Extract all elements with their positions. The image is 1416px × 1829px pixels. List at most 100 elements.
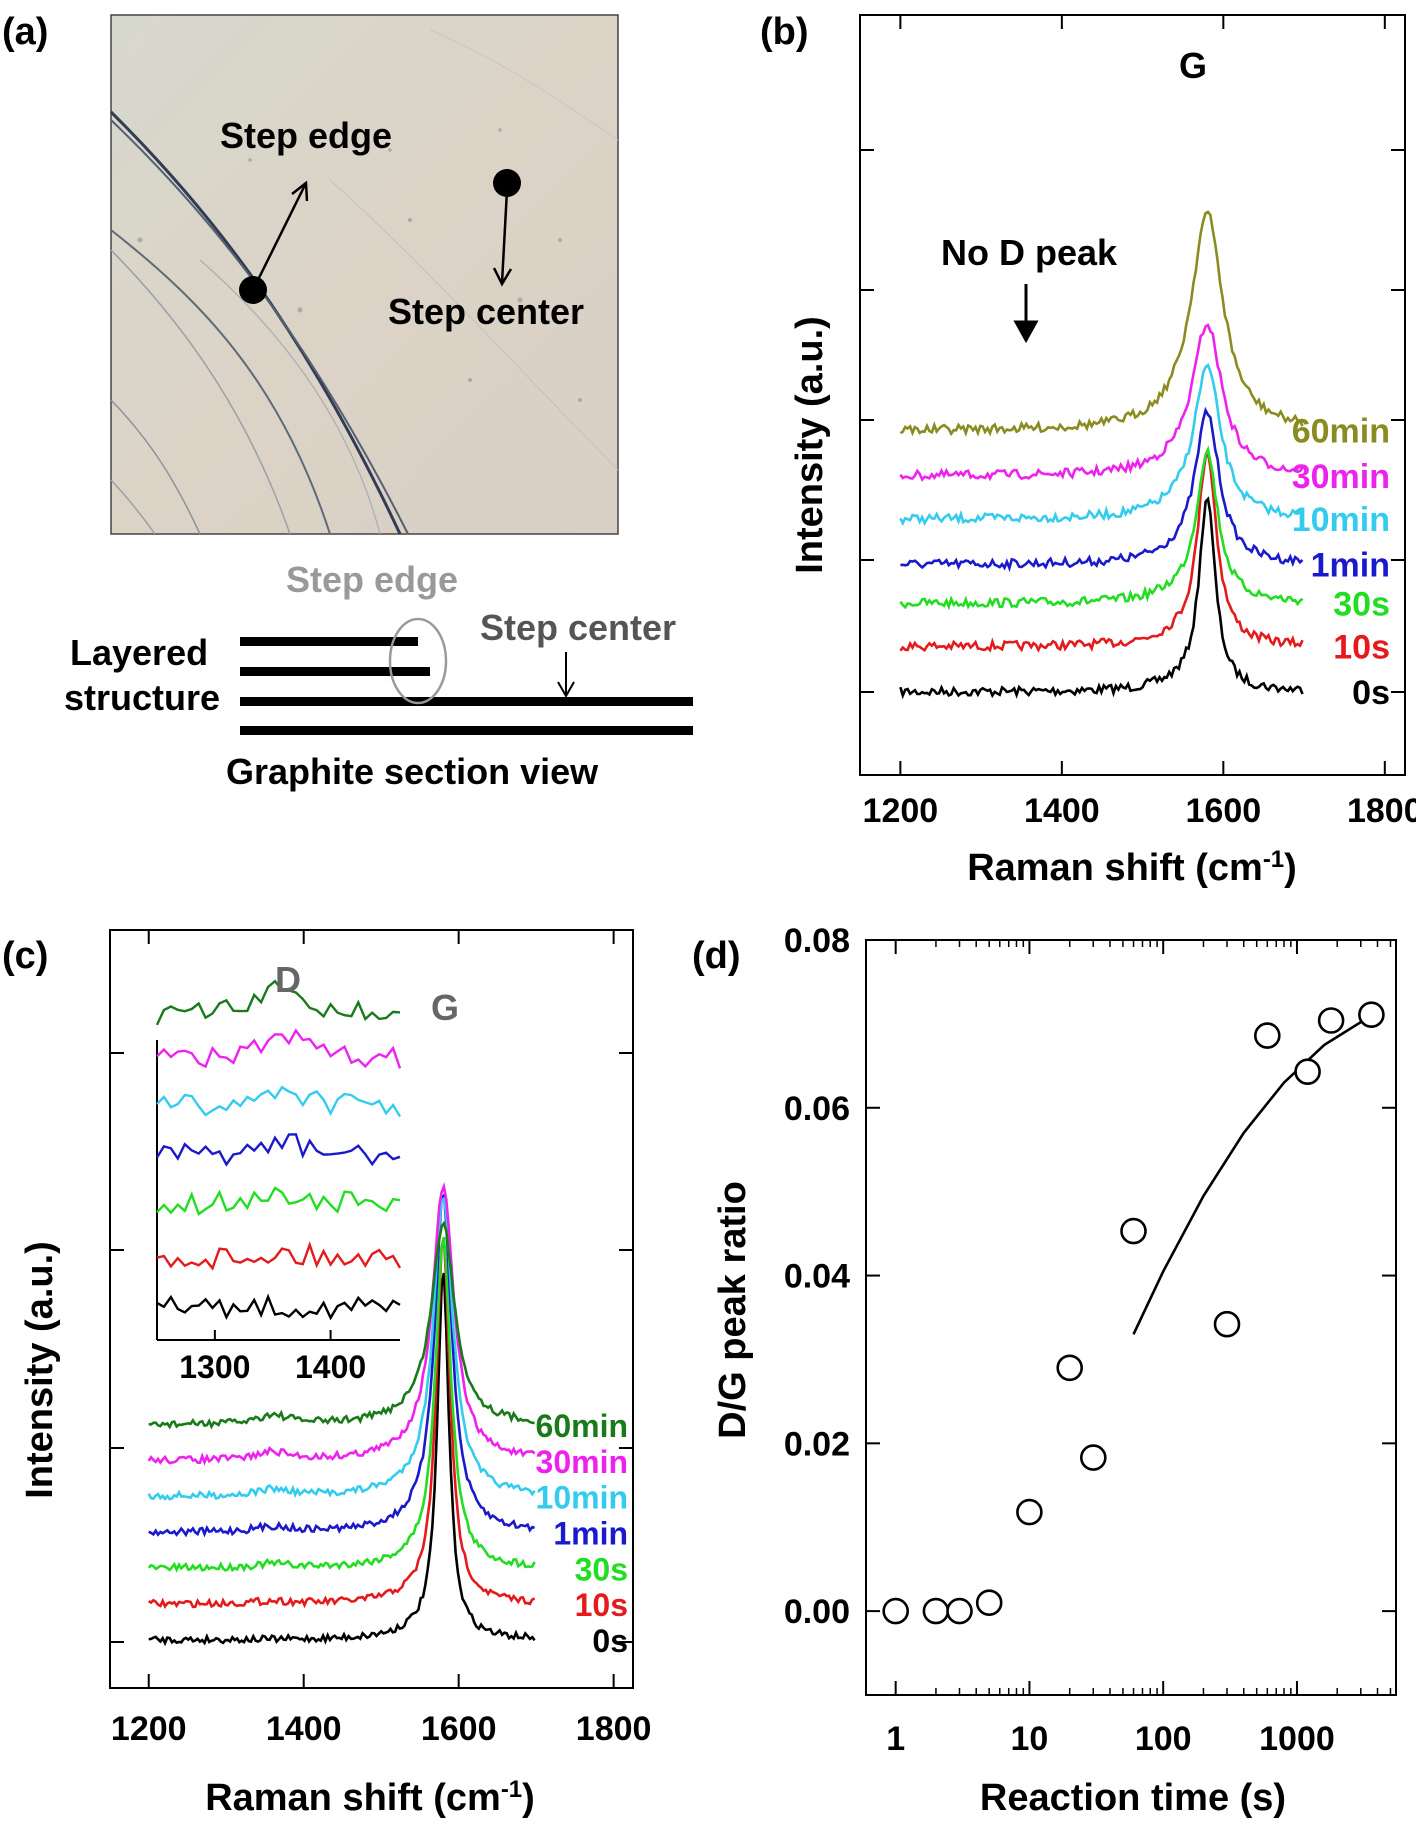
x-tick-label: 1200 bbox=[863, 792, 939, 830]
data-point bbox=[975, 1589, 1003, 1616]
x-tick-label: 1600 bbox=[1186, 792, 1262, 830]
series-label-30s: 30s bbox=[575, 1551, 628, 1587]
inset-ticks: 1300 1400 bbox=[179, 1330, 366, 1385]
fit-curve bbox=[1132, 1014, 1373, 1335]
data-point bbox=[1294, 1058, 1321, 1085]
step-edge-circle bbox=[388, 617, 448, 705]
spectrum-10s bbox=[899, 449, 1304, 653]
x-tick-label: 10 bbox=[1011, 1720, 1049, 1758]
inset-spectrum-30min bbox=[156, 1028, 402, 1069]
data-point bbox=[922, 1597, 950, 1625]
panel-b-frame bbox=[859, 14, 1406, 776]
schematic-caption: Graphite section view bbox=[226, 751, 599, 792]
spectrum-1min bbox=[900, 406, 1304, 573]
step-lines bbox=[109, 29, 619, 535]
panel-b-g-peak-label: G bbox=[1179, 45, 1207, 86]
spectrum-1min bbox=[148, 1192, 536, 1538]
schematic-step-center-label: Step center bbox=[480, 607, 676, 648]
photo-specks bbox=[137, 128, 582, 402]
series-label-10min: 10min bbox=[1292, 501, 1390, 539]
inset-spectrum-10min bbox=[156, 1085, 402, 1118]
data-point bbox=[1254, 1022, 1281, 1049]
panel-c-inset: 1300 1400 D bbox=[155, 959, 402, 1385]
inset-spectrum-60min bbox=[155, 979, 401, 1026]
inset-spectrum-0s bbox=[156, 1293, 401, 1321]
panel-a: (a) bbox=[2, 11, 693, 792]
spectrum-60min bbox=[899, 210, 1304, 438]
panel-c-y-axis-label: Intensity (a.u.) bbox=[19, 1241, 61, 1499]
x-tick-label: 1 bbox=[886, 1720, 905, 1758]
inset-x-tick-label: 1300 bbox=[179, 1349, 250, 1385]
panel-d-frame bbox=[865, 939, 1397, 1696]
x-tick-label: 1800 bbox=[1347, 792, 1416, 830]
y-tick-label: 0.06 bbox=[784, 1090, 850, 1128]
inset-spectrum-30s bbox=[156, 1186, 401, 1217]
x-tick-label: 1800 bbox=[576, 1710, 652, 1748]
series-label-1min: 1min bbox=[1311, 547, 1390, 585]
layered-structure-label-line2: structure bbox=[64, 677, 220, 718]
data-point bbox=[1317, 1007, 1345, 1034]
step-center-marker bbox=[493, 169, 521, 197]
spectrum-10min bbox=[147, 1196, 536, 1501]
spectrum-10s bbox=[148, 1238, 536, 1609]
series-label-30min: 30min bbox=[1292, 458, 1390, 496]
panel-b-no-d-annotation: No D peak bbox=[941, 232, 1118, 273]
inset-spectra bbox=[155, 979, 402, 1321]
series-label-0s: 0s bbox=[592, 1623, 628, 1659]
panel-d: (d) 1 10 100 1000 0.00 0.02 0.04 0.06 0.08 React… bbox=[692, 922, 1397, 1819]
series-label-1min: 1min bbox=[553, 1515, 628, 1551]
inset-d-peak-label: D bbox=[275, 959, 301, 1000]
series-label-30min: 30min bbox=[536, 1444, 628, 1480]
graphite-layer bbox=[240, 637, 418, 646]
panel-b-y-axis-label: Intensity (a.u.) bbox=[789, 316, 831, 574]
data-point bbox=[1080, 1444, 1107, 1471]
photo-step-center-label: Step center bbox=[388, 291, 584, 332]
data-point bbox=[1056, 1354, 1083, 1382]
panel-b-no-d-arrow bbox=[1013, 284, 1039, 344]
inset-spectrum-10s bbox=[156, 1241, 402, 1271]
panel-d-label: (d) bbox=[692, 935, 741, 977]
x-tick-label: 1000 bbox=[1259, 1720, 1335, 1758]
series-label-60min: 60min bbox=[1292, 413, 1390, 451]
x-tick-label: 1400 bbox=[1024, 792, 1100, 830]
y-tick-label: 0.08 bbox=[784, 922, 850, 960]
series-label-60min: 60min bbox=[536, 1408, 628, 1444]
panel-d-y-axis-label: D/G peak ratio bbox=[712, 1181, 754, 1439]
spectrum-30s bbox=[147, 1236, 536, 1573]
panel-d-fit-curve bbox=[1132, 1014, 1373, 1335]
data-point bbox=[1120, 1217, 1147, 1245]
x-tick-label: 1400 bbox=[266, 1710, 342, 1748]
panel-c-axis-ticks: 1200 1400 1600 1800 bbox=[110, 930, 651, 1748]
micrograph-image bbox=[110, 14, 619, 535]
photo-arrows bbox=[251, 180, 513, 291]
panel-d-x-axis-label: Reaction time (s) bbox=[980, 1777, 1286, 1819]
series-label-10s: 10s bbox=[575, 1587, 628, 1623]
series-label-10min: 10min bbox=[536, 1480, 628, 1516]
data-point bbox=[1016, 1498, 1043, 1526]
series-label-30s: 30s bbox=[1333, 585, 1390, 623]
graphite-layer bbox=[240, 697, 693, 706]
graphite-schematic: Step edge Step center Layered structure … bbox=[64, 559, 693, 792]
layered-structure-label-line1: Layered bbox=[70, 632, 208, 673]
data-point bbox=[946, 1597, 973, 1625]
step-center-arrow bbox=[557, 652, 575, 699]
panel-d-data-points bbox=[882, 1001, 1385, 1625]
series-label-10s: 10s bbox=[1333, 629, 1390, 667]
graphite-layer bbox=[240, 726, 693, 735]
y-tick-label: 0.04 bbox=[784, 1258, 850, 1296]
spectrum-30min bbox=[899, 323, 1304, 482]
panel-c-spectra bbox=[147, 1181, 536, 1647]
data-point bbox=[882, 1597, 910, 1625]
data-point bbox=[1213, 1310, 1241, 1338]
panel-c-label: (c) bbox=[2, 935, 48, 977]
panel-b-x-axis-label: Raman shift (cm-1) bbox=[967, 846, 1297, 890]
panel-c: (c) 1200 1400 1600 1800 0s10s30s1min10min30… bbox=[2, 929, 651, 1819]
spectrum-0s bbox=[148, 1272, 536, 1647]
series-label-0s: 0s bbox=[1352, 674, 1390, 712]
panel-c-frame bbox=[109, 929, 634, 1689]
micrograph-photo: Step edge Step center bbox=[109, 14, 619, 535]
data-point bbox=[1358, 1001, 1385, 1029]
